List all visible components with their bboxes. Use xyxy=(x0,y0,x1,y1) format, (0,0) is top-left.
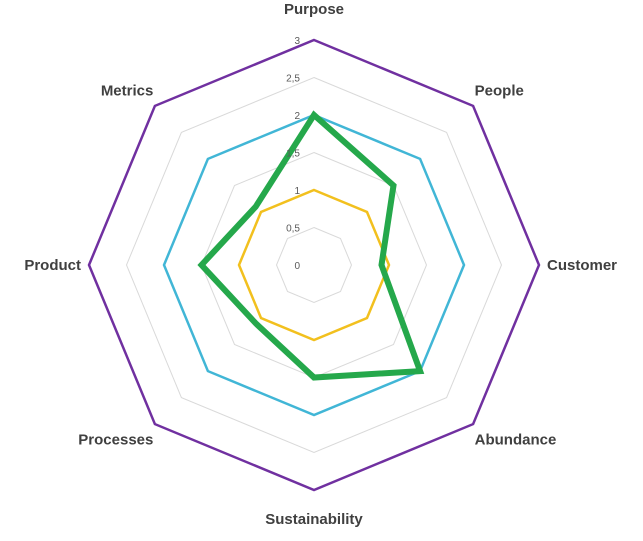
category-label: Abundance xyxy=(475,432,557,449)
category-label: Processes xyxy=(78,432,153,449)
category-labels: Purpose People Customer Abundance Sustainabi… xyxy=(24,1,617,528)
grid-ring xyxy=(275,226,353,304)
radar-grid xyxy=(88,39,540,491)
category-label: Purpose xyxy=(284,1,344,18)
reference-rings xyxy=(87,38,541,492)
category-label: People xyxy=(475,82,524,99)
tick-label: 2,5 xyxy=(286,74,300,85)
tick-label: 0 xyxy=(294,261,300,272)
category-label: Metrics xyxy=(101,82,154,99)
reference-ring xyxy=(162,113,466,417)
tick-label: 3 xyxy=(294,36,300,47)
grid-ring xyxy=(125,76,503,454)
reference-ring xyxy=(87,38,541,492)
tick-label: 2 xyxy=(294,111,300,122)
category-label: Customer xyxy=(547,257,617,274)
data-series xyxy=(197,110,425,381)
category-label: Product xyxy=(24,257,81,274)
grid-ring xyxy=(88,39,540,491)
tick-label: 1,5 xyxy=(286,149,300,160)
category-label: Sustainability xyxy=(265,511,363,528)
reference-ring xyxy=(237,188,391,342)
tick-label: 1 xyxy=(294,186,300,197)
series-line xyxy=(197,110,425,381)
tick-label: 0,5 xyxy=(286,224,300,235)
radial-tick-labels: 0 0,5 1 1,5 2 2,5 3 xyxy=(286,36,300,272)
